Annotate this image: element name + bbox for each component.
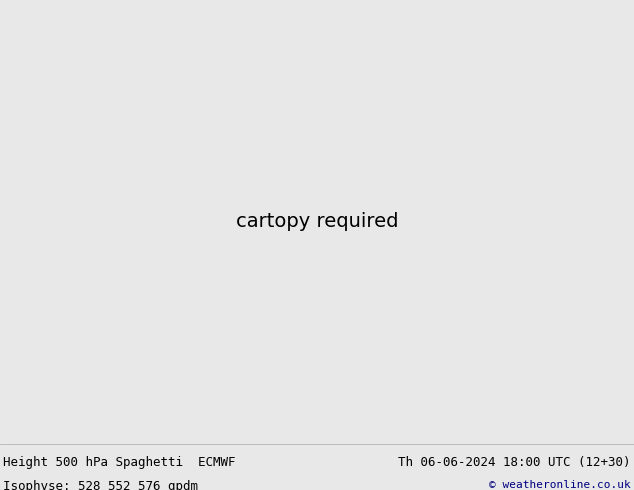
Text: © weatheronline.co.uk: © weatheronline.co.uk — [489, 480, 631, 490]
Text: Th 06-06-2024 18:00 UTC (12+30): Th 06-06-2024 18:00 UTC (12+30) — [398, 456, 631, 469]
Text: Height 500 hPa Spaghetti  ECMWF: Height 500 hPa Spaghetti ECMWF — [3, 456, 236, 469]
Text: Isophyse: 528 552 576 gpdm: Isophyse: 528 552 576 gpdm — [3, 480, 198, 490]
Text: cartopy required: cartopy required — [236, 212, 398, 231]
